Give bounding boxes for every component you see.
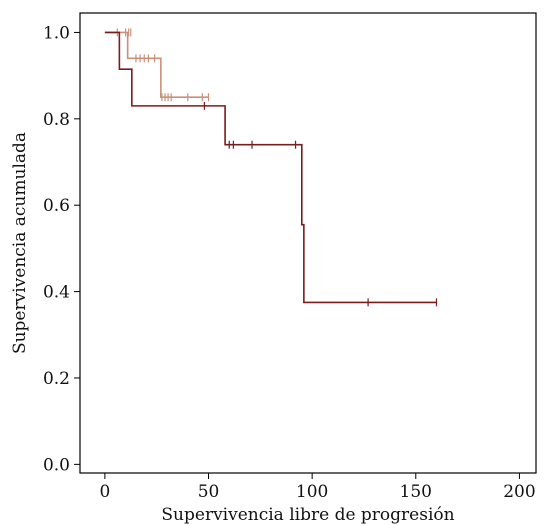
- x-axis-title: Supervivencia libre de progresión: [161, 505, 454, 525]
- x-tick-label: 100: [296, 482, 328, 502]
- y-tick-label: 1.0: [43, 23, 70, 43]
- y-tick-label: 0.4: [43, 283, 70, 303]
- series-1: [104, 28, 210, 102]
- series-2: [104, 31, 438, 307]
- y-tick-label: 0.2: [43, 369, 70, 389]
- y-tick-label: 0.8: [43, 110, 70, 130]
- y-tick-label: 0.0: [43, 455, 70, 475]
- x-tick-label: 200: [503, 482, 535, 502]
- series-layer: [104, 28, 438, 307]
- y-tick-label: 0.6: [43, 196, 70, 216]
- y-axis-ticks: 0.0 0.2 0.4 0.6 0.8 1.0: [43, 23, 80, 475]
- y-axis-title: Supervivencia acumulada: [10, 132, 30, 354]
- plot-frame: [79, 12, 537, 474]
- survival-curve: [104, 31, 209, 99]
- x-axis-ticks: 0 50 100 150 200: [99, 473, 536, 502]
- x-tick-label: 0: [99, 482, 110, 502]
- x-tick-label: 150: [400, 482, 432, 502]
- survival-curve: [104, 31, 437, 304]
- x-tick-label: 50: [198, 482, 220, 502]
